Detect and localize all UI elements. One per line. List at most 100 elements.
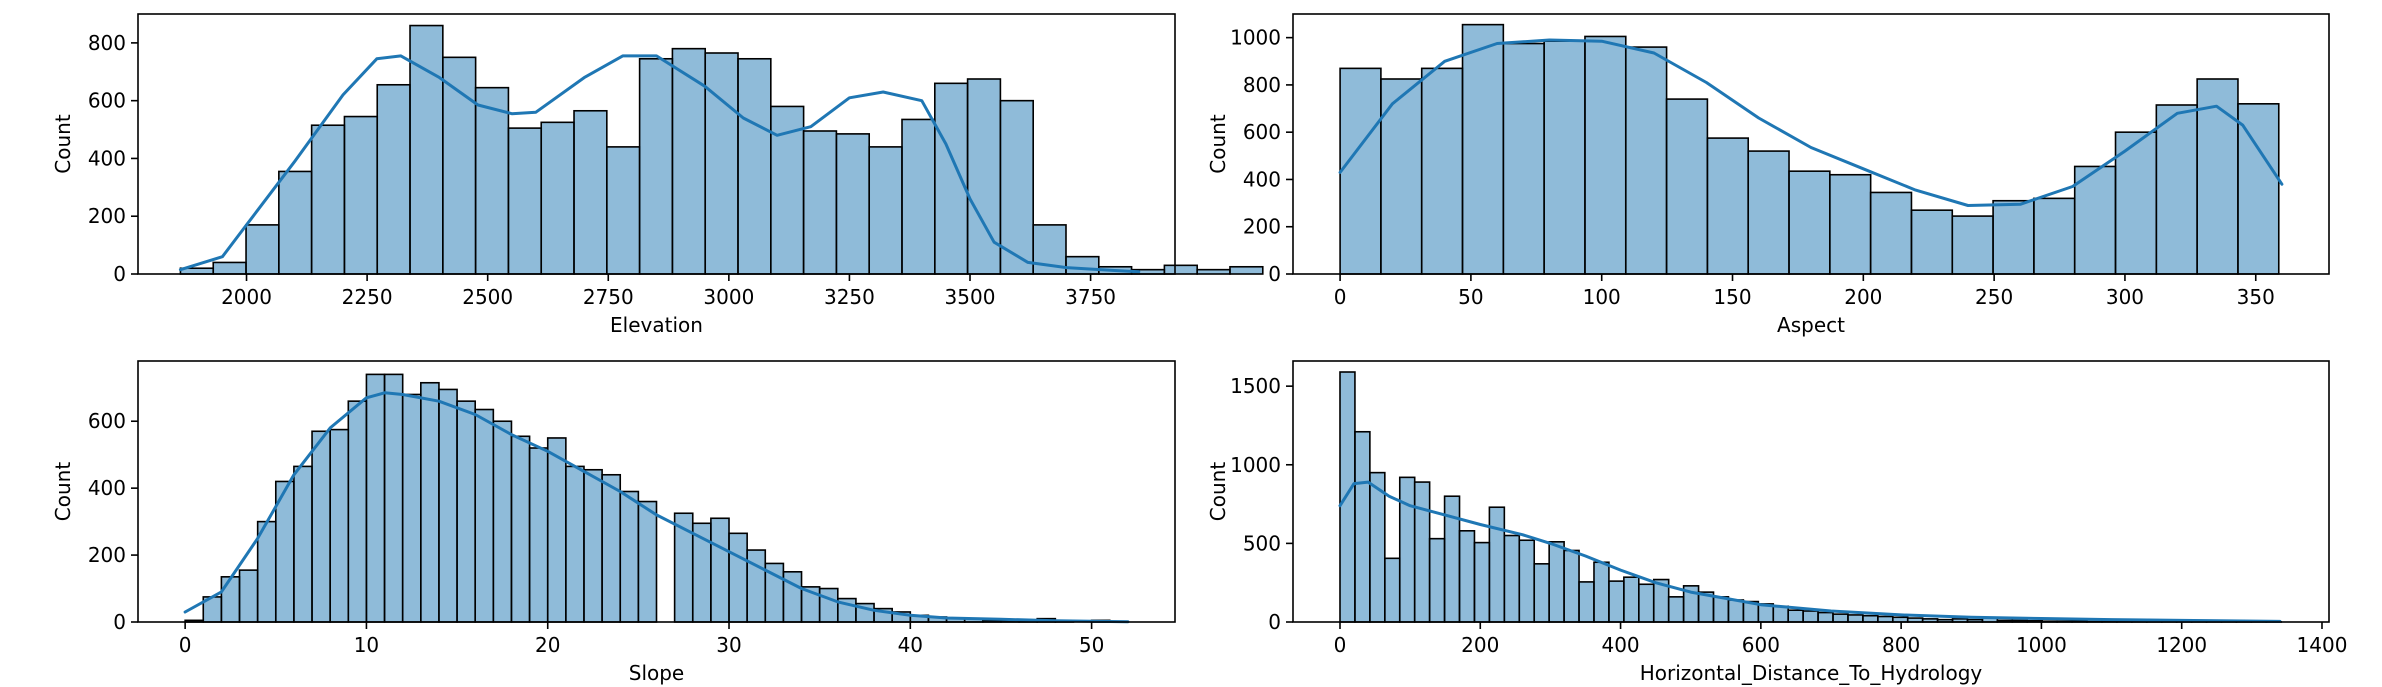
elevation-bar xyxy=(310,124,346,275)
hydrology-bar xyxy=(1473,541,1491,623)
hydrology-kde-line xyxy=(1338,480,2282,623)
elevation-y-tick-label: 0 xyxy=(113,262,126,286)
slope-bar xyxy=(383,373,404,623)
elevation-bar xyxy=(1163,264,1198,275)
hydrology-x-tick-label: 1200 xyxy=(2156,633,2207,657)
hydrology-y-tick-label: 1500 xyxy=(1230,374,1281,398)
slope-bar xyxy=(583,468,603,623)
elevation-x-tick-label: 3750 xyxy=(1065,285,1116,309)
hydrology-axes-frame xyxy=(1292,360,2330,623)
hydrology-y-tick-label: 500 xyxy=(1243,531,1281,555)
elevation-y-tick-label: 400 xyxy=(88,146,126,170)
elevation-bar xyxy=(704,52,739,275)
elevation-x-tick-label: 3000 xyxy=(703,285,754,309)
slope-kde-line xyxy=(183,391,1130,624)
hydrology-bar xyxy=(1877,615,1894,623)
elevation-x-tick-label: 2500 xyxy=(462,285,513,309)
hydrology-bar xyxy=(1623,576,1640,623)
aspect-y-tick-label: 1000 xyxy=(1230,26,1281,50)
slope-bar xyxy=(420,381,440,623)
elevation-bar xyxy=(343,115,379,275)
aspect-bar xyxy=(1951,215,1994,275)
slope-y-tick-label: 0 xyxy=(113,610,126,634)
slope-y-tick-label: 400 xyxy=(88,476,126,500)
slope-axes-frame xyxy=(137,360,1176,623)
elevation-bar xyxy=(835,133,871,275)
hydrology-bar xyxy=(1578,581,1595,623)
elevation-bar xyxy=(802,130,838,275)
elevation-x-tick-label: 2250 xyxy=(342,285,393,309)
hydrology-x-tick-label: 600 xyxy=(1742,633,1780,657)
hydrology-bar xyxy=(1862,614,1879,623)
slope-x-axis-label: Slope xyxy=(629,661,685,685)
slope-bar xyxy=(474,408,495,623)
aspect-x-tick-label: 300 xyxy=(2106,285,2144,309)
hydrology-bar xyxy=(1772,605,1790,623)
aspect-bar xyxy=(1706,137,1750,275)
slope-histogram-panel: 0 10 20 30 40 50 0 200 400 600 Slope Count xyxy=(51,360,1176,685)
hydrology-bar xyxy=(1608,580,1625,623)
aspect-y-tick-label: 800 xyxy=(1243,73,1281,97)
aspect-bar xyxy=(2196,78,2239,275)
aspect-x-tick-label: 0 xyxy=(1334,285,1347,309)
elevation-bar xyxy=(638,57,674,275)
hydrology-bar xyxy=(1563,549,1580,623)
slope-bar xyxy=(438,388,458,623)
elevation-histogram-panel: 2000 2250 2500 2750 3000 3250 3500 3750 0 200 400 6… xyxy=(51,13,1264,337)
hydrology-bar xyxy=(1413,481,1431,623)
aspect-y-tick-label: 200 xyxy=(1243,215,1281,239)
elevation-bar xyxy=(737,57,772,275)
aspect-bar xyxy=(1543,40,1586,275)
hydrology-bar xyxy=(1354,430,1371,623)
hydrology-bar xyxy=(1727,599,1745,623)
hydrology-y-tick-label: 1000 xyxy=(1230,453,1281,477)
aspect-bar xyxy=(2155,104,2198,275)
hydrology-bar xyxy=(1712,596,1730,623)
elevation-kde-line xyxy=(178,54,1141,274)
hydrology-bar xyxy=(1593,561,1610,623)
slope-bar xyxy=(728,532,748,623)
hydrology-bar xyxy=(1787,609,1804,623)
aspect-bar xyxy=(1665,98,1709,275)
elevation-bar xyxy=(1229,265,1264,275)
hydrology-bar xyxy=(1488,506,1506,623)
aspect-bar xyxy=(1829,173,1872,275)
elevation-bar xyxy=(901,118,936,275)
hydrology-x-tick-label: 0 xyxy=(1334,633,1347,657)
slope-x-tick-label: 40 xyxy=(898,633,923,657)
hydrology-x-tick-label: 200 xyxy=(1461,633,1499,657)
elevation-bar xyxy=(212,261,247,275)
slope-y-axis-label: Count xyxy=(51,462,75,522)
elevation-bar xyxy=(1065,255,1100,275)
aspect-bar xyxy=(2033,197,2076,275)
slope-x-tick-label: 30 xyxy=(716,633,741,657)
elevation-bar xyxy=(540,121,575,275)
aspect-histogram-panel: 0 50 100 150 200 250 300 350 0 200 400 600 800 1000 As… xyxy=(1206,13,2330,337)
hydrology-bar xyxy=(1817,611,1834,623)
hydrology-bar xyxy=(1369,471,1386,623)
hydrology-x-tick-label: 400 xyxy=(1601,633,1639,657)
slope-x-tick-label: 20 xyxy=(535,633,560,657)
elevation-x-tick-label: 3250 xyxy=(824,285,875,309)
aspect-bar xyxy=(2114,131,2158,275)
elevation-bar xyxy=(606,146,641,275)
aspect-bar xyxy=(2073,165,2117,275)
slope-y-tick-label: 600 xyxy=(88,409,126,433)
aspect-kde-line xyxy=(1338,38,2284,207)
slope-bar xyxy=(510,435,531,623)
aspect-x-tick-label: 100 xyxy=(1583,285,1621,309)
aspect-y-axis-label: Count xyxy=(1206,114,1230,174)
elevation-bar xyxy=(868,146,903,275)
aspect-x-tick-label: 150 xyxy=(1713,285,1751,309)
aspect-bar xyxy=(1624,46,1668,275)
hydrology-bar xyxy=(1667,596,1685,623)
hydrology-bar xyxy=(1339,371,1356,623)
hydrology-distance-histogram-panel: 0 200 400 600 800 1000 1200 1400 0 500 1000 1500 Hor… xyxy=(1206,360,2347,685)
hydrology-x-tick-label: 800 xyxy=(1882,633,1920,657)
slope-bar xyxy=(492,420,513,623)
slope-bar xyxy=(347,400,368,623)
elevation-bar xyxy=(507,127,543,275)
hydrology-bar xyxy=(1518,539,1536,623)
slope-bar xyxy=(220,576,241,623)
